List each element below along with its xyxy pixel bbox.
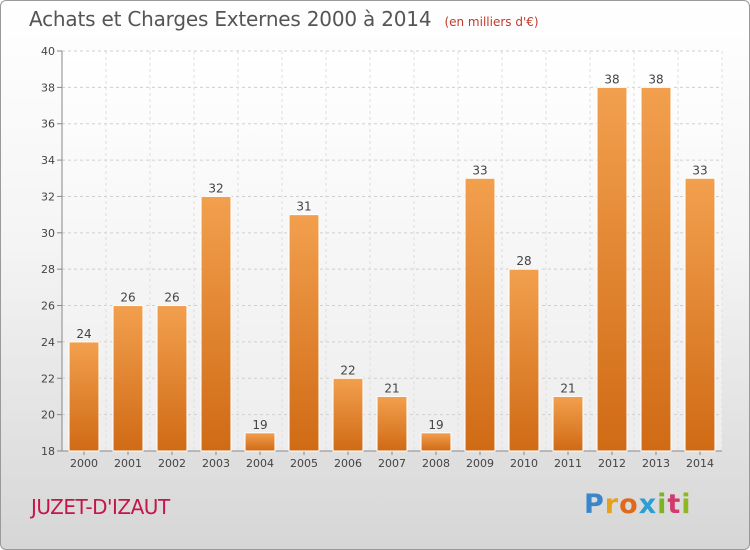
bar [596, 86, 628, 452]
bar-value-label: 24 [76, 327, 91, 341]
y-tick-label: 34 [41, 154, 55, 167]
y-tick-label: 22 [41, 372, 55, 385]
chart-title: Achats et Charges Externes 2000 à 2014 [29, 7, 432, 31]
y-tick-label: 36 [41, 118, 55, 131]
bars: 24 26 26 32 19 31 22 21 19 33 28 21 38 38 33 [68, 72, 716, 452]
bar [332, 377, 364, 452]
x-tick-label: 2002 [158, 457, 186, 470]
title-row: Achats et Charges Externes 2000 à 2014 (… [29, 7, 539, 31]
x-tick-label: 2000 [70, 457, 98, 470]
bar [112, 305, 144, 452]
bar-value-label: 33 [472, 163, 487, 177]
x-tick-label: 2010 [510, 457, 538, 470]
bar-value-label: 19 [252, 418, 267, 432]
bar-value-label: 21 [384, 381, 399, 395]
bar [420, 432, 452, 452]
y-tick-label: 28 [41, 263, 55, 276]
brand-letter: i [657, 489, 668, 520]
x-tick-label: 2012 [598, 457, 626, 470]
bar-value-label: 31 [296, 200, 311, 214]
y-tick-label: 26 [41, 300, 55, 313]
x-tick-label: 2001 [114, 457, 142, 470]
x-tick-label: 2009 [466, 457, 494, 470]
bar-value-label: 38 [648, 72, 663, 86]
bar-value-label: 19 [428, 418, 443, 432]
x-tick-label: 2004 [246, 457, 274, 470]
bar [552, 395, 584, 452]
brand-letter: P [584, 489, 605, 520]
x-tick-label: 2007 [378, 457, 406, 470]
x-tick-label: 2003 [202, 457, 230, 470]
x-tick-label: 2011 [554, 457, 582, 470]
bar [684, 177, 716, 452]
bar [244, 432, 276, 452]
bar [200, 195, 232, 452]
brand-letter: r [604, 489, 620, 520]
bar-value-label: 28 [516, 254, 531, 268]
bar-value-label: 26 [120, 291, 135, 305]
y-tick-label: 18 [41, 445, 55, 458]
bar-value-label: 21 [560, 381, 575, 395]
x-tick-label: 2014 [686, 457, 714, 470]
bar [508, 268, 540, 452]
brand-letter: t [667, 489, 682, 520]
unit-note: (en milliers d'€) [444, 15, 539, 29]
y-tick-label: 30 [41, 227, 55, 240]
bar [68, 341, 100, 452]
y-tick-label: 32 [41, 190, 55, 203]
bar [288, 214, 320, 452]
brand-letter: o [619, 489, 639, 520]
bar [640, 86, 672, 452]
y-tick-label: 38 [41, 81, 55, 94]
bar-value-label: 26 [164, 291, 179, 305]
brand-letter: i [681, 489, 692, 520]
bar-value-label: 32 [208, 181, 223, 195]
bar-value-label: 22 [340, 363, 355, 377]
brand-letter: x [638, 489, 658, 520]
bar [464, 177, 496, 452]
x-tick-label: 2013 [642, 457, 670, 470]
x-tick-label: 2008 [422, 457, 450, 470]
bar-value-label: 33 [692, 163, 707, 177]
brand-logo: Proxiti [584, 489, 692, 520]
x-tick-label: 2005 [290, 457, 318, 470]
bar [376, 395, 408, 452]
y-tick-label: 40 [41, 45, 55, 58]
bar [156, 305, 188, 452]
grid-lines [61, 50, 723, 452]
bar-value-label: 38 [604, 72, 619, 86]
x-tick-label: 2006 [334, 457, 362, 470]
y-tick-label: 20 [41, 409, 55, 422]
location-name: JUZET-D'IZAUT [31, 495, 170, 519]
y-tick-label: 24 [41, 336, 55, 349]
